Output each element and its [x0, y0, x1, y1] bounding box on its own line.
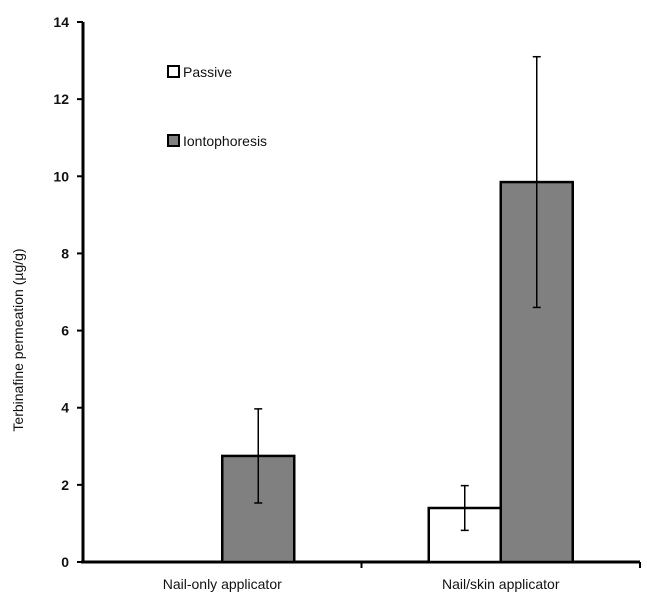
y-axis: 0 2 4 6 8 10 12 14 [53, 14, 85, 570]
y-tick-label: 2 [61, 477, 69, 493]
y-tick-label: 12 [53, 91, 69, 107]
legend-swatch-passive [167, 65, 180, 78]
y-tick-label: 4 [61, 400, 69, 416]
y-tick-label: 8 [61, 245, 69, 261]
legend-swatch-iontophoresis [167, 134, 180, 147]
x-category-label: Nail/skin applicator [442, 576, 560, 592]
y-tick-label: 14 [53, 14, 69, 30]
y-tick-label: 10 [53, 168, 69, 184]
y-tick-label: 0 [61, 554, 69, 570]
y-tick-label: 6 [61, 323, 69, 339]
legend-label: Iontophoresis [183, 133, 267, 149]
error-bars [254, 55, 541, 532]
x-axis: Nail-only applicator Nail/skin applicator [81, 560, 641, 592]
bars [221, 180, 574, 564]
x-category-label: Nail-only applicator [163, 576, 282, 592]
legend-label: Passive [183, 64, 232, 80]
y-axis-title: Terbinafine permeation (µg/g) [10, 248, 26, 431]
legend: Passive Iontophoresis [167, 64, 267, 149]
